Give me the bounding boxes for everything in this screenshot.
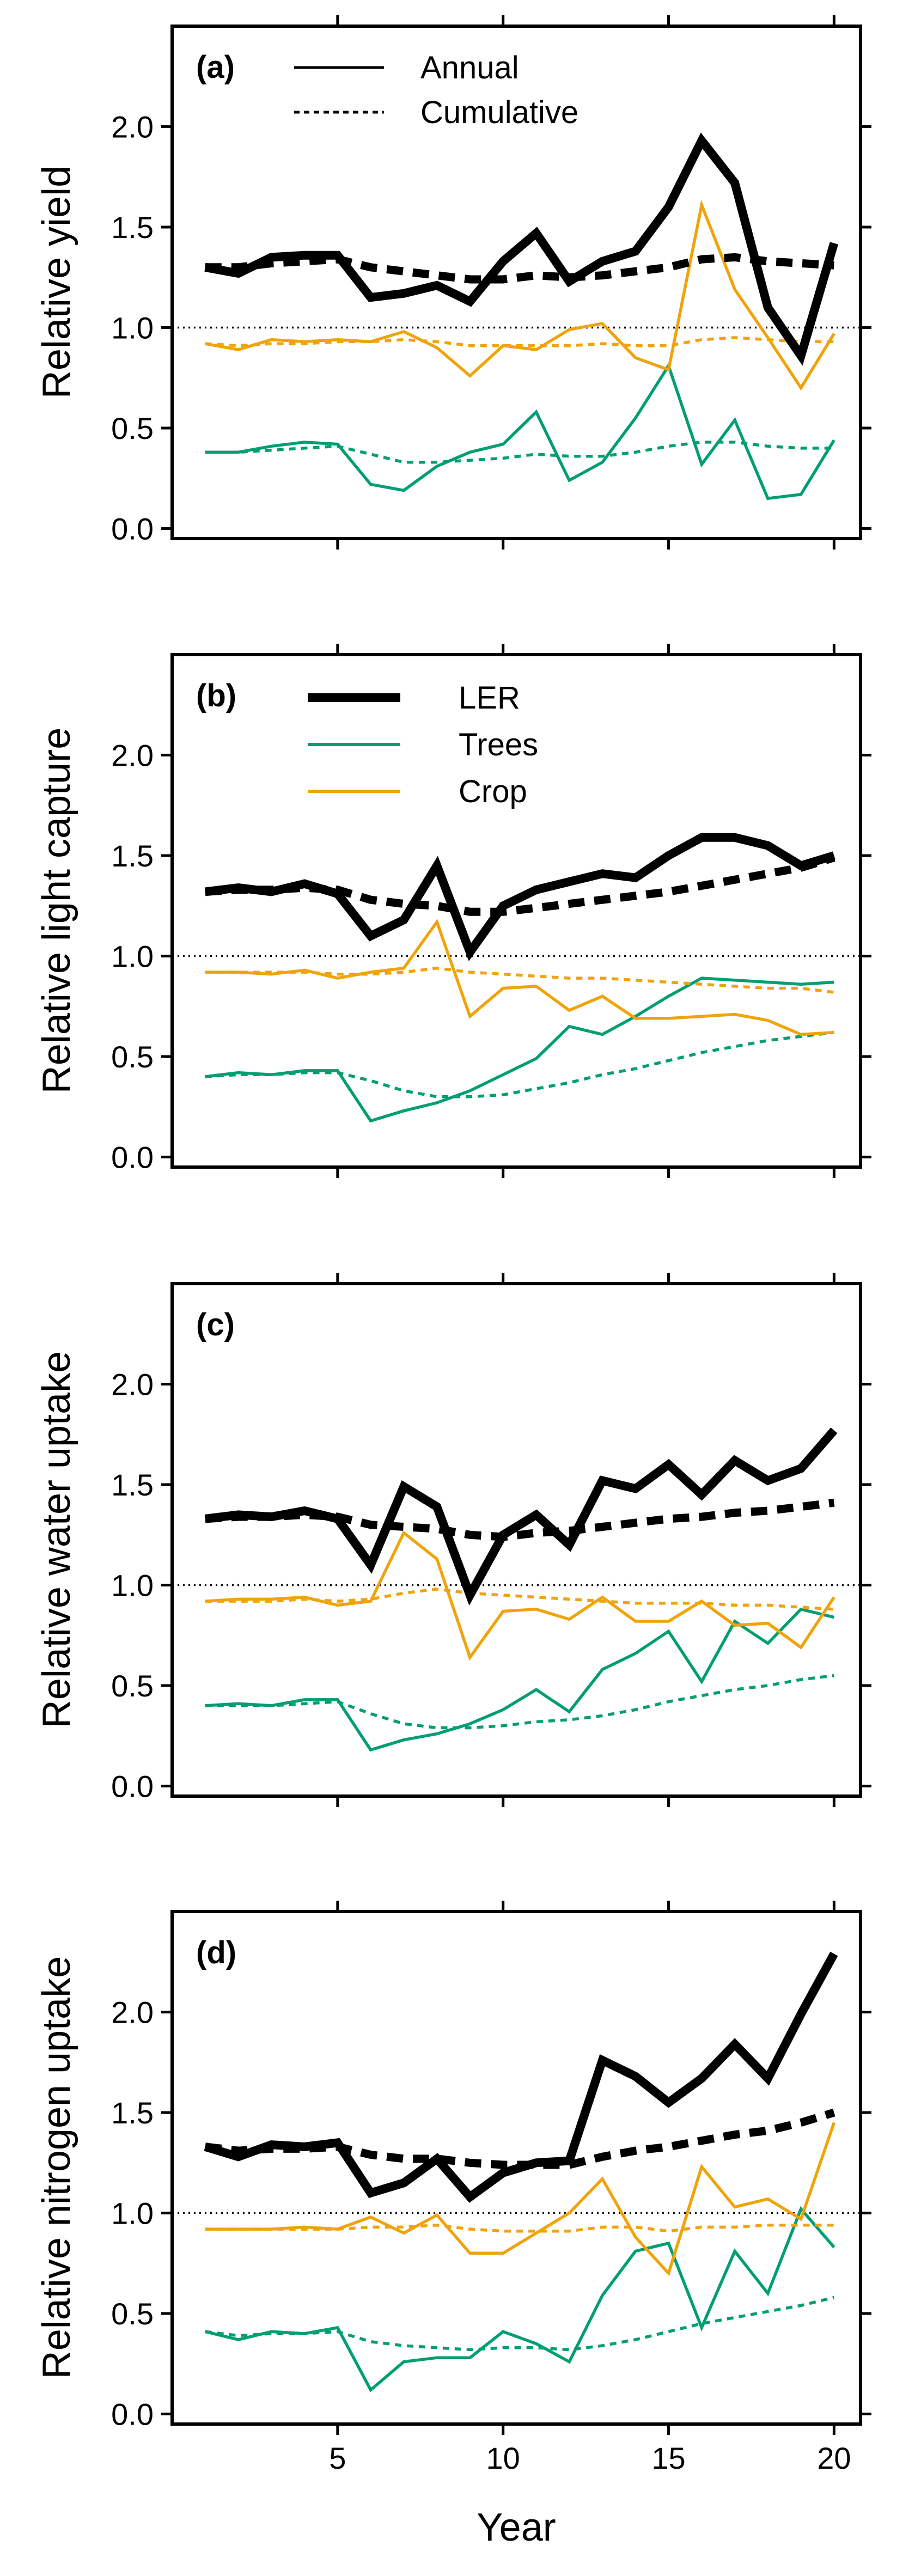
- panel-a-ticks: 0.0 0.5 1.0 1.5 2.0: [111, 15, 871, 550]
- panel-b-y-tick-label: 0.5: [111, 1040, 154, 1074]
- panel-b: 0.0 0.5 1.0 1.5 2.0 (b) Relative light captu…: [35, 644, 871, 1178]
- panel-d: 0.0 0.5 1.0 1.5 2.0 5 10 15 20 (d) Relative nitr…: [35, 1901, 871, 2549]
- panel-c-ticks: 0.0 0.5 1.0 1.5 2.0: [111, 1273, 871, 1807]
- panel-b-y-tick-label: 0.0: [111, 1140, 154, 1175]
- panel-d-series-trees-cumulative: [205, 2296, 835, 2352]
- panel-d-series-crop-annual: [205, 2122, 836, 2276]
- panel-b-y-tick-label: 1.0: [111, 939, 154, 974]
- panel-a-series-ler-cumulative: [205, 253, 834, 284]
- panel-a-series-ler-annual: [204, 132, 839, 366]
- panel-d-marks: [172, 1951, 861, 2392]
- x-axis-label: Year: [477, 2506, 556, 2549]
- panel-a-y-axis-label: Relative yield: [35, 166, 78, 399]
- panel-b-series-trees-cumulative: [205, 1031, 834, 1098]
- panel-c-series-trees-annual: [205, 1607, 835, 1752]
- panel-d-ticks: 0.0 0.5 1.0 1.5 2.0 5 10 15 20: [111, 1901, 871, 2475]
- panel-a-label: (a): [196, 50, 235, 85]
- panel-a-series-trees-annual: [205, 362, 835, 500]
- panel-c: 0.0 0.5 1.0 1.5 2.0 (c) Relative water uptak…: [35, 1273, 871, 1807]
- panel-c-y-tick-label: 1.5: [111, 1468, 154, 1502]
- panel-a-series-crop-cumulative: [205, 336, 834, 347]
- x-tick-label: 5: [329, 2441, 346, 2475]
- style-legend: Annual Cumulative: [294, 50, 578, 130]
- panel-a-y-tick-label: 1.5: [111, 210, 154, 245]
- panel-c-series-crop-annual: [205, 1530, 835, 1661]
- panel-d-y-tick-label: 2.0: [111, 1995, 154, 2030]
- legend-crop-label: Crop: [459, 774, 527, 809]
- panel-d-y-axis-label: Relative nitrogen uptake: [35, 1956, 78, 2379]
- panel-a-series-trees-cumulative: [205, 441, 834, 464]
- legend-cumulative-label: Cumulative: [420, 95, 578, 130]
- panel-a-y-tick-label: 1.0: [111, 311, 154, 345]
- panel-a-y-tick-label: 0.0: [111, 512, 154, 546]
- panel-c-series-ler-cumulative: [205, 1498, 835, 1541]
- panel-d-y-tick-label: 1.5: [111, 2096, 154, 2130]
- panel-b-y-tick-label: 1.5: [111, 839, 154, 873]
- panel-a-y-tick-label: 0.5: [111, 411, 154, 445]
- panel-c-y-tick-label: 1.0: [111, 1568, 154, 1603]
- x-tick-label: 20: [817, 2441, 851, 2475]
- panel-b-series-crop-annual: [205, 918, 834, 1036]
- panel-a-marks: [172, 132, 861, 500]
- panel-b-series-crop-cumulative: [205, 966, 834, 994]
- panel-c-series-trees-cumulative: [205, 1674, 834, 1730]
- panel-d-y-tick-label: 0.0: [111, 2397, 154, 2432]
- panel-d-y-tick-label: 0.5: [111, 2297, 154, 2331]
- panel-b-y-tick-label: 2.0: [111, 738, 154, 773]
- legend-ler-label: LER: [459, 680, 520, 716]
- panel-b-series-ler-annual: [204, 833, 835, 961]
- panel-b-series-ler-cumulative: [205, 853, 835, 916]
- panel-a: 0.0 0.5 1.0 1.5 2.0 (a) Relative yield Annua…: [35, 15, 871, 550]
- panel-a-y-tick-label: 2.0: [111, 110, 154, 144]
- panel-d-y-tick-label: 1.0: [111, 2196, 154, 2231]
- panel-b-label: (b): [196, 678, 236, 713]
- panel-c-y-tick-label: 2.0: [111, 1368, 154, 1402]
- panel-b-frame: [170, 653, 862, 1169]
- panel-b-ticks: 0.0 0.5 1.0 1.5 2.0: [111, 644, 871, 1178]
- panel-d-series-ler-cumulative: [204, 2108, 835, 2169]
- x-tick-label: 15: [651, 2441, 685, 2475]
- panel-d-frame: [170, 1910, 862, 2426]
- panel-c-y-tick-label: 0.5: [111, 1669, 154, 1703]
- panel-c-frame: [170, 1282, 862, 1798]
- panel-d-label: (d): [196, 1935, 236, 1970]
- legend-annual-label: Annual: [420, 50, 519, 86]
- panel-d-series-crop-cumulative: [205, 2223, 834, 2233]
- panel-c-label: (c): [196, 1307, 235, 1342]
- panel-d-series-trees-annual: [205, 2206, 835, 2392]
- x-tick-label: 10: [486, 2441, 520, 2475]
- panel-c-series-crop-cumulative: [205, 1588, 834, 1611]
- legend-trees-label: Trees: [459, 727, 538, 762]
- panel-b-marks: [172, 833, 861, 1123]
- panel-c-y-tick-label: 0.0: [111, 1769, 154, 1804]
- panel-d-series-ler-annual: [204, 1951, 838, 2203]
- panel-a-frame: [170, 25, 862, 540]
- series-legend: LER Trees Crop: [308, 680, 538, 809]
- panel-c-y-axis-label: Relative water uptake: [35, 1351, 78, 1728]
- panel-b-series-trees-annual: [205, 976, 834, 1123]
- panel-c-marks: [172, 1427, 861, 1752]
- panel-a-series-crop-annual: [205, 199, 835, 391]
- panel-b-y-axis-label: Relative light capture: [35, 728, 78, 1094]
